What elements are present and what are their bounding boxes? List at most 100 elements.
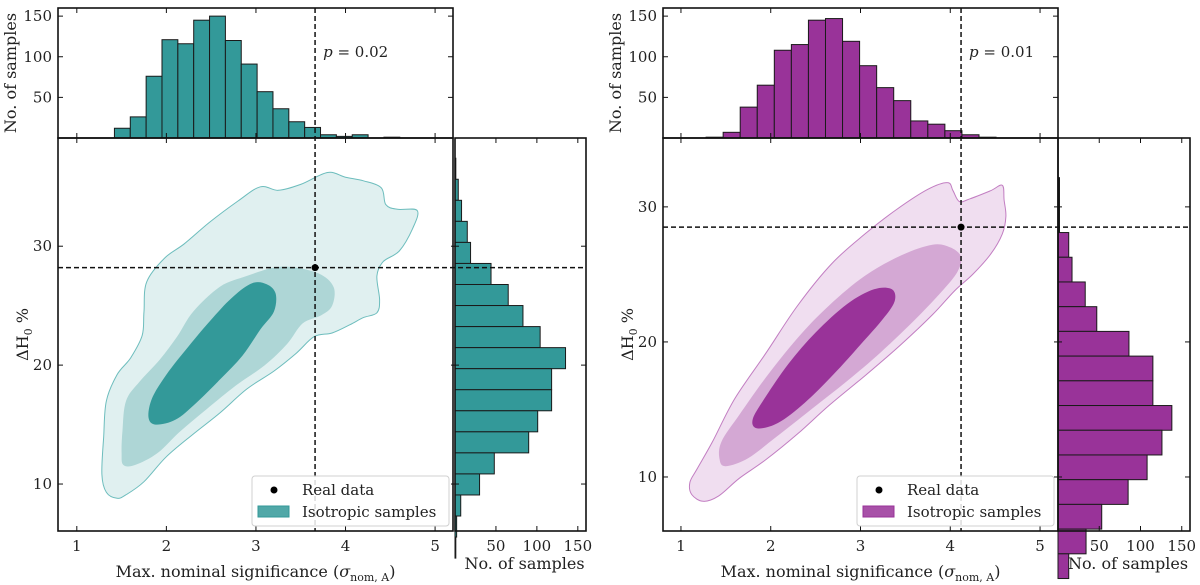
legend-isotropic-patch — [862, 505, 895, 518]
x-axis-label-sigma: σ — [944, 562, 956, 581]
right-histogram-bar — [454, 494, 462, 517]
y-tick-label: 30 — [638, 198, 657, 216]
y-axis-label-subscript: 0 — [22, 328, 35, 335]
top-histogram-bar — [145, 75, 163, 139]
top-histogram — [113, 15, 401, 139]
right-hist-x-axis-label: No. of samples — [1068, 554, 1188, 573]
x-axis-label-subscript: nom, A — [350, 571, 390, 584]
y-axis-label-delta: ΔH — [13, 335, 32, 361]
x-tick-label: 4 — [945, 537, 955, 555]
top-histogram-bar — [824, 18, 844, 139]
left-panel: p = 0.02 1 2 3 4 5 10 20 30 50 100 150 50 100 150 Max. … — [1, 7, 592, 584]
top-hist-y-tick-label: 100 — [23, 48, 52, 66]
kde-contours — [688, 182, 1007, 502]
right-histogram-bar — [454, 452, 495, 475]
kde-contour-inner — [148, 282, 277, 425]
right-histogram-bar — [1057, 503, 1103, 530]
x-axis-label-sigma: σ — [339, 562, 351, 581]
right-histogram-bar — [1057, 306, 1098, 332]
right-histogram-bar — [454, 241, 472, 264]
top-histogram-bar — [790, 44, 809, 139]
legend-real-data-label: Real data — [302, 481, 374, 499]
y-tick-label: 10 — [33, 475, 52, 493]
y-tick-label: 30 — [33, 237, 52, 255]
right-hist-x-tick-label: 100 — [1126, 537, 1155, 555]
right-histogram — [454, 157, 567, 559]
x-axis-label-main: Max. nominal significance ( — [721, 562, 945, 581]
x-axis-label-main: Max. nominal significance ( — [116, 562, 340, 581]
top-histogram-bar — [859, 65, 878, 139]
right-histogram-bar — [1057, 454, 1148, 481]
top-histogram-bar — [756, 84, 775, 139]
right-histogram-bar — [454, 389, 553, 412]
x-tick-label: 2 — [766, 537, 776, 555]
legend-real-data-label: Real data — [907, 481, 979, 499]
top-histogram-bar — [224, 40, 242, 139]
x-tick-label: 5 — [430, 537, 440, 555]
top-histogram-bar — [304, 126, 322, 139]
right-histogram-bar — [454, 283, 509, 307]
y-axis-label-delta: ΔH — [618, 335, 637, 361]
right-histogram-bar — [454, 368, 553, 391]
x-axis-label-subscript: nom, A — [955, 571, 995, 584]
right-histogram-bar — [454, 410, 539, 433]
top-histogram-bar — [722, 131, 741, 139]
right-histogram-bar — [1057, 330, 1130, 357]
legend: Real data Isotropic samples — [856, 475, 1055, 527]
top-histogram-bar — [256, 91, 274, 139]
x-tick-label: 5 — [1035, 537, 1045, 555]
top-histogram-bar — [773, 49, 792, 139]
right-hist-x-tick-label: 50 — [486, 537, 505, 555]
top-hist-y-tick-label: 50 — [638, 88, 657, 106]
x-axis-label-close: ) — [994, 562, 1000, 581]
top-histogram-bar — [161, 39, 179, 139]
right-panel: p = 0.01 1 2 3 4 5 10 20 30 50 100 150 50 100 150 Max. … — [606, 7, 1196, 584]
right-histogram-bar — [1057, 479, 1129, 505]
top-histogram — [705, 18, 997, 139]
right-histogram-bar — [454, 431, 530, 454]
top-histogram-bar — [129, 116, 147, 139]
top-histogram-bar — [944, 130, 963, 139]
legend-isotropic-label: Isotropic samples — [302, 503, 436, 521]
right-hist-x-tick-label: 150 — [563, 537, 592, 555]
right-histogram-bar — [454, 305, 524, 328]
right-histogram-bar — [1057, 429, 1163, 456]
right-hist-x-tick-label: 50 — [1090, 537, 1109, 555]
top-histogram-bar — [927, 123, 946, 139]
x-tick-label: 1 — [676, 537, 686, 555]
top-histogram-bar — [272, 108, 290, 139]
right-histogram-bar — [1057, 553, 1070, 580]
right-hist-x-tick-label: 100 — [523, 537, 552, 555]
y-tick-label: 20 — [33, 356, 52, 374]
top-histogram-bar — [177, 43, 195, 139]
right-histogram-bar — [1057, 256, 1073, 283]
real-data-point — [957, 223, 965, 231]
top-histogram-bar — [910, 120, 929, 139]
top-histogram-bar — [893, 100, 912, 139]
right-histogram-bar — [454, 326, 541, 349]
legend: Real data Isotropic samples — [251, 475, 450, 527]
legend-box — [251, 475, 450, 527]
p-value-text: = 0.01 — [979, 43, 1035, 61]
x-tick-label: 3 — [856, 537, 866, 555]
legend-real-data-marker — [875, 486, 883, 494]
top-hist-y-tick-label: 50 — [33, 88, 52, 106]
x-tick-label: 4 — [341, 537, 351, 555]
p-symbol: p — [969, 43, 979, 61]
top-hist-y-axis-label: No. of samples — [606, 13, 625, 133]
legend-box — [856, 475, 1055, 527]
x-axis-label: Max. nominal significance (σnom, A) — [116, 562, 396, 584]
right-hist-x-axis-label: No. of samples — [464, 554, 584, 573]
x-tick-label: 1 — [72, 537, 82, 555]
x-axis-label: Max. nominal significance (σnom, A) — [721, 562, 1001, 584]
top-histogram-bar — [842, 40, 861, 139]
p-value-label: p = 0.02 — [323, 43, 388, 61]
right-hist-axes-frame — [1057, 137, 1191, 532]
y-axis-label-percent: % — [13, 308, 32, 328]
y-tick-label: 20 — [638, 333, 657, 351]
legend-isotropic-patch — [257, 505, 290, 518]
p-value-text: = 0.02 — [333, 43, 389, 61]
right-hist-axes-frame — [454, 137, 587, 532]
top-histogram-bar — [209, 15, 226, 139]
kde-contour-inner — [752, 287, 896, 429]
